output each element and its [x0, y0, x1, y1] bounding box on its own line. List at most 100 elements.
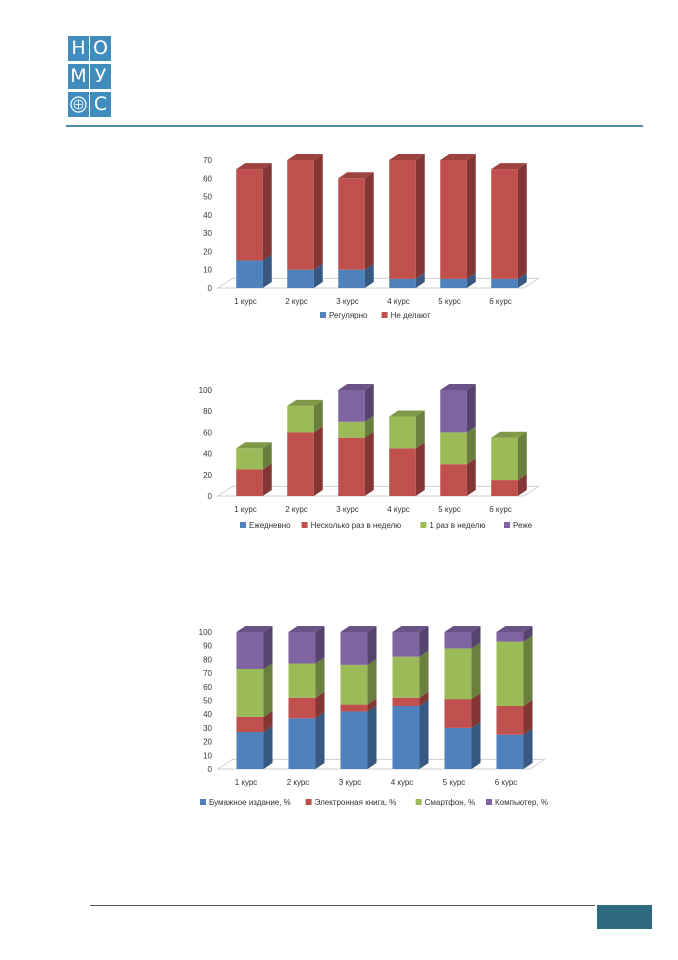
legend-entry: Регулярно: [320, 311, 368, 320]
legend-entry: Несколько раз в неделю: [301, 521, 402, 530]
logo-letter-o: О: [90, 36, 111, 61]
bar-segment: [288, 626, 325, 664]
logo-letter-u: У: [90, 64, 111, 89]
x-tick-label: 3 курс: [339, 778, 362, 787]
bar-segment: [288, 712, 325, 769]
bar-segment: [491, 272, 527, 288]
bar-segment: [389, 154, 425, 279]
bar-segment: [287, 399, 323, 433]
svg-text:Электронная книга, %: Электронная книга, %: [315, 798, 397, 807]
bar-segment: [440, 154, 476, 279]
y-tick-label: 50: [203, 193, 212, 202]
bar-segment: [444, 721, 481, 769]
bar-segment: [338, 263, 374, 288]
bar-segment: [338, 172, 374, 270]
legend-entry: Ежедневно: [240, 521, 291, 530]
x-tick-label: 4 курс: [387, 297, 410, 306]
y-tick-label: 50: [203, 697, 212, 706]
x-tick-label: 6 курс: [489, 297, 512, 306]
y-tick-label: 40: [203, 450, 212, 459]
x-tick-label: 3 курс: [336, 297, 359, 306]
bar-segment: [288, 691, 325, 719]
y-tick-label: 40: [203, 710, 212, 719]
y-tick-label: 20: [203, 247, 212, 256]
y-tick-label: 70: [203, 669, 212, 678]
y-tick-label: 70: [203, 156, 212, 165]
legend-entry: Компьютер, %: [486, 798, 548, 807]
bar-segment: [444, 693, 481, 728]
legend-entry: Электронная книга, %: [305, 798, 397, 807]
legend-entry: 1 раз в неделю: [420, 521, 485, 530]
bar-segment: [236, 626, 273, 669]
x-tick-label: 6 курс: [489, 505, 512, 514]
bar-segment: [491, 474, 527, 496]
y-tick-label: 60: [203, 428, 212, 437]
x-tick-label: 6 курс: [495, 778, 518, 787]
bar-segment: [287, 263, 323, 288]
y-tick-label: 30: [203, 724, 212, 733]
svg-text:Компьютер, %: Компьютер, %: [495, 798, 548, 807]
emblem-icon: [68, 92, 89, 117]
x-tick-label: 5 курс: [438, 297, 461, 306]
y-tick-label: 80: [203, 407, 212, 416]
bar-segment: [389, 272, 425, 288]
bar-segment: [287, 426, 323, 496]
x-tick-label: 1 курс: [235, 778, 258, 787]
bar-segment: [491, 431, 527, 481]
chart-svg: 0 10 20 30 40 50 60 70 1 курс 2 курс 3 курс 4 курс 5…: [203, 154, 541, 320]
bar-segment: [338, 384, 374, 422]
bar-segment: [236, 163, 272, 261]
bar-segment: [392, 691, 429, 706]
x-tick-label: 4 курс: [391, 778, 414, 787]
header-rule: [66, 125, 643, 127]
bar-segment: [236, 442, 272, 470]
x-tick-label: 5 курс: [438, 505, 461, 514]
svg-text:Регулярно: Регулярно: [329, 311, 368, 320]
bar-segment: [340, 698, 377, 712]
x-tick-label: 2 курс: [287, 778, 310, 787]
y-tick-label: 60: [203, 683, 212, 692]
bar-segment: [236, 463, 272, 496]
x-tick-label: 2 курс: [285, 297, 308, 306]
y-tick-label: 100: [199, 386, 213, 395]
bar-segment: [496, 728, 533, 769]
x-tick-label: 1 курс: [234, 297, 257, 306]
legend-entry: Не делают: [381, 311, 431, 320]
page-number-badge: [597, 905, 652, 929]
bar-segment: [389, 442, 425, 496]
y-tick-label: 20: [203, 471, 212, 480]
chart-homework: 0 10 20 30 40 50 60 70 1 курс 2 курс 3 курс 4 курс 5…: [190, 150, 560, 335]
bar-segment: [392, 626, 429, 657]
logo-letter-m: М: [68, 64, 89, 89]
legend-entry: Бумажное издание, %: [200, 798, 291, 807]
bar-segment: [496, 626, 533, 642]
y-tick-label: 40: [203, 211, 212, 220]
svg-text:Не делают: Не делают: [391, 311, 431, 320]
x-tick-label: 4 курс: [387, 505, 410, 514]
y-tick-label: 0: [208, 765, 213, 774]
bar-segment: [392, 650, 429, 698]
bar-segment: [392, 699, 429, 769]
svg-text:Несколько раз в неделю: Несколько раз в неделю: [311, 521, 402, 530]
chart-svg: 0 20 40 60 80 100 1 курс 2 курс 3 курс 4 курс 5 ку…: [199, 384, 541, 530]
bar-segment: [491, 163, 527, 279]
bar-segment: [440, 426, 476, 465]
bar-segment: [236, 726, 273, 769]
svg-text:Смартфон, %: Смартфон, %: [425, 798, 476, 807]
y-tick-label: 30: [203, 229, 212, 238]
y-tick-label: 90: [203, 642, 212, 651]
legend-entry: Реже: [504, 521, 533, 530]
chart-svg: 0 10 20 30 40 50 60 70 80 90 100 1 курс 2 курс 3 курс…: [199, 626, 548, 807]
chart-frequency: 0 20 40 60 80 100 1 курс 2 курс 3 курс 4 курс 5 ку…: [190, 378, 560, 543]
bar-segment: [340, 705, 377, 769]
bar-segment: [444, 642, 481, 700]
bar-segment: [440, 458, 476, 496]
legend-entry: Смартфон, %: [415, 798, 476, 807]
bar-segment: [389, 410, 425, 449]
bar-segment: [496, 699, 533, 735]
footer-rule: [90, 905, 595, 906]
chart-reading-format: 0 10 20 30 40 50 60 70 80 90 100 1 курс 2 курс 3 курс…: [180, 615, 570, 815]
logo-letter-s: С: [90, 92, 111, 117]
logo-letter-n: Н: [68, 36, 89, 61]
x-tick-label: 5 курс: [443, 778, 466, 787]
